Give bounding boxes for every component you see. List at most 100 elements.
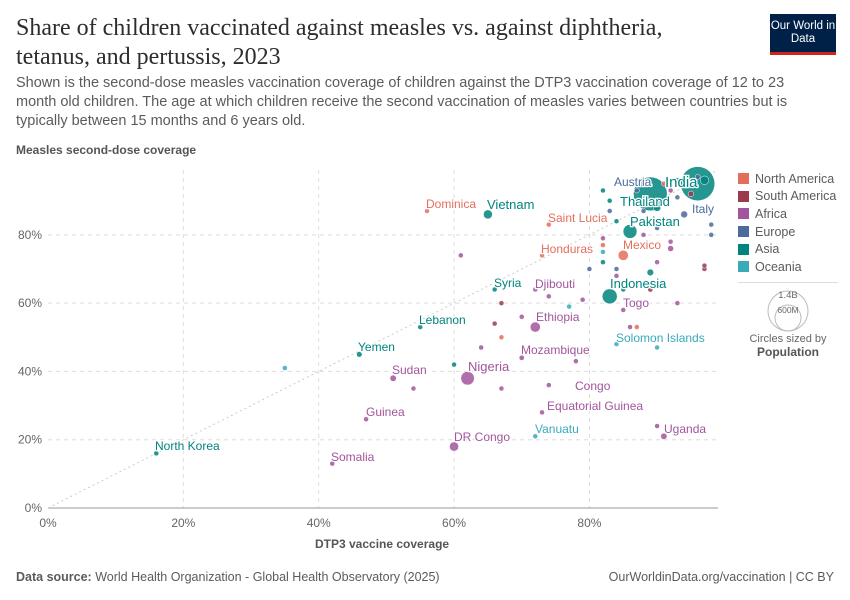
point-label: Mexico (623, 238, 661, 252)
legend-item-asia[interactable]: Asia (738, 240, 836, 258)
data-point-italy (680, 210, 688, 219)
data-point-mexico (617, 249, 629, 261)
y-tick-label: 80% (18, 228, 42, 242)
legend-label: Africa (755, 206, 787, 221)
data-point (654, 423, 660, 429)
source-text: World Health Organization - Global Healt… (95, 570, 440, 584)
data-point (640, 208, 647, 214)
data-point (708, 232, 714, 238)
data-point-north-korea (153, 450, 160, 457)
owid-logo[interactable]: Our World in Data (770, 14, 836, 55)
data-point (674, 177, 681, 183)
legend-label: Europe (755, 224, 796, 239)
x-tick-label: 20% (171, 516, 195, 530)
data-point (620, 286, 627, 293)
point-label: Uganda (664, 422, 706, 436)
data-point (687, 190, 695, 197)
data-point (674, 194, 681, 201)
point-label: Ethiopia (536, 310, 580, 324)
size-legend-variable: Population (757, 345, 819, 359)
data-point (579, 296, 586, 303)
data-point (634, 324, 640, 330)
y-tick-label: 40% (18, 364, 42, 378)
legend-item-north-america[interactable]: North America (738, 170, 836, 188)
data-point (674, 300, 681, 306)
data-point-togo (620, 307, 627, 313)
point-label: Solomon Islands (616, 331, 705, 345)
point-label: Congo (575, 379, 611, 393)
x-tick-label: 0% (39, 516, 57, 530)
legend-swatch (738, 226, 749, 238)
data-point-austria (634, 187, 640, 194)
legend-swatch (738, 243, 749, 255)
data-point (282, 365, 288, 371)
chart-title: Share of children vaccinated against mea… (16, 15, 663, 70)
point-label: Equatorial Guinea (547, 399, 643, 413)
point-label: Lebanon (419, 313, 466, 327)
legend-swatch (738, 261, 749, 273)
data-point-indonesia (601, 288, 618, 305)
data-point (661, 180, 667, 187)
data-point (613, 266, 620, 272)
color-legend: North America South America Africa Europ… (738, 170, 836, 276)
legend-item-europe[interactable]: Europe (738, 223, 836, 241)
data-point (600, 259, 606, 265)
data-point (546, 293, 552, 300)
point-label: Indonesia (610, 276, 667, 291)
data-point (667, 245, 674, 252)
point-label: Honduras (541, 242, 593, 256)
data-point (654, 259, 660, 265)
legend-label: Asia (755, 242, 780, 257)
data-point (600, 242, 606, 248)
size-legend-small: 600M (777, 305, 798, 315)
data-point-syria (491, 286, 498, 293)
y-tick-label: 60% (18, 296, 42, 310)
point-label: Italy (692, 202, 714, 216)
y-tick-label: 0% (25, 501, 43, 515)
data-point (566, 303, 572, 310)
legend-item-africa[interactable]: Africa (738, 205, 836, 223)
data-point (586, 266, 593, 272)
point-label: Pakistan (630, 214, 680, 229)
data-point-nigeria (460, 371, 475, 386)
size-legend: 1.4B 600M Circles sized by Population (738, 282, 838, 359)
data-point-dr-congo (449, 441, 459, 452)
point-label: Yemen (358, 340, 395, 354)
point-label: DR Congo (454, 430, 510, 444)
data-point (606, 197, 613, 204)
data-point (600, 235, 606, 242)
data-point (606, 208, 613, 214)
legend-item-south-america[interactable]: South America (738, 188, 836, 206)
x-tick-label: 60% (442, 516, 466, 530)
data-point (559, 317, 566, 323)
point-label: India (665, 174, 698, 191)
data-source: Data source: World Health Organization -… (16, 570, 440, 584)
data-point (640, 232, 647, 238)
data-point (667, 187, 674, 194)
data-point-uganda (660, 432, 668, 440)
data-point (694, 208, 701, 214)
data-point (708, 221, 714, 228)
point-label: Somalia (331, 450, 375, 464)
data-point (491, 320, 498, 327)
data-point-honduras (539, 252, 545, 259)
size-legend-circles: 1.4B 600M (767, 290, 809, 332)
legend-swatch (738, 190, 749, 202)
source-label: Data source: (16, 570, 92, 584)
footer-link[interactable]: OurWorldinData.org/vaccination | CC BY (608, 570, 834, 584)
legend-label: North America (755, 171, 835, 186)
chart-subtitle: Shown is the second-dose measles vaccina… (16, 75, 788, 129)
data-point (613, 218, 620, 224)
data-point (498, 300, 505, 306)
data-point (647, 286, 654, 293)
legend-item-oceania[interactable]: Oceania (738, 258, 836, 276)
data-point-equatorial-guinea (539, 409, 545, 416)
point-label: North Korea (155, 439, 220, 453)
data-point-guinea (363, 416, 369, 422)
point-label: Austria (614, 175, 652, 189)
point-label: Saint Lucia (548, 211, 608, 225)
data-point (613, 273, 620, 279)
data-point-vietnam (483, 209, 493, 220)
